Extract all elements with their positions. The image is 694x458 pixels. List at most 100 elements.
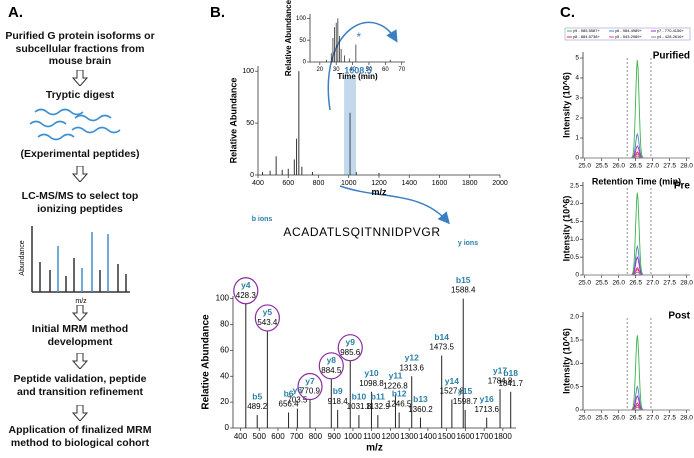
x-tick-label: 27.5 [663, 280, 676, 287]
y-tick-label: 2.0 [570, 200, 579, 207]
mz-label: 1098.8 [359, 379, 384, 388]
xic-trace [583, 271, 690, 276]
mini-xlabel: m/z [75, 298, 87, 305]
panel-label: B. [210, 4, 225, 21]
y-axis-label: Relative Abundance [284, 0, 293, 76]
y-tick-label: 0.5 [570, 383, 579, 390]
x-tick-label: 2000 [492, 180, 508, 187]
x-tick-label: 500 [253, 432, 267, 441]
mz-label: 1841.7 [498, 379, 523, 388]
ion-label: y8 [327, 355, 337, 365]
annotation: 1008.5 [344, 65, 372, 75]
xic-trace [583, 155, 690, 159]
mz-label: 770.9 [300, 387, 321, 396]
x-tick-label: 1400 [419, 432, 437, 441]
x-tick-label: 600 [271, 432, 285, 441]
mz-label: 1360.2 [408, 405, 433, 414]
y-tick-label: 0.5 [570, 254, 579, 261]
mz-label: 428.3 [236, 291, 257, 300]
ion-circle [297, 372, 323, 401]
panel-title: Pre [674, 181, 691, 192]
mz-label: 918.4 [328, 397, 349, 406]
x-tick-label: 800 [309, 432, 323, 441]
y-axis-label: Relative Abundance [228, 78, 238, 164]
y-tick-label: 0 [250, 172, 254, 179]
x-axis-label: m/z [366, 443, 383, 454]
y-tick-label: 1.0 [570, 236, 579, 243]
connector-arrow [327, 21, 398, 111]
ion-label: b13 [413, 394, 428, 404]
ion-label: y7 [305, 376, 315, 386]
ion-label: y10 [364, 368, 378, 378]
y-tick-label: 3 [575, 95, 579, 102]
y-tick-label: 80 [220, 320, 229, 329]
flow-step: Initial MRM method development [31, 323, 129, 348]
legend-label: y8 - 884.5738+ [573, 34, 600, 39]
flow-step: (Experimental peptides) [20, 148, 140, 160]
ion-label: b9 [333, 386, 343, 396]
sequence: ACADATLSQITNNIDPVGR [283, 225, 440, 239]
y-tick-label: 0 [225, 423, 230, 432]
x-tick-label: 800 [313, 180, 325, 187]
ion-label: y14 [445, 376, 459, 386]
peptide-icons [29, 108, 121, 141]
y-tick-label: 0 [575, 272, 579, 279]
x-tick-label: 26.5 [629, 163, 642, 170]
x-tick-label: 28.0 [680, 163, 693, 170]
mz-label: 1246.5 [387, 400, 412, 409]
flow-step: Purified G protein isoforms or subcellul… [5, 30, 155, 67]
mz-label: 1527.8 [440, 387, 465, 396]
x-tick-label: 1200 [382, 432, 400, 441]
panel-label: A. [8, 4, 23, 21]
flow-step: LC-MS/MS to select top ionizing peptides [21, 190, 139, 215]
x-tick-label: 25.5 [595, 415, 608, 422]
mz-label: 1132.9 [366, 402, 390, 411]
ion-label: b18 [503, 368, 518, 378]
y-ions-label: y ions [458, 240, 478, 247]
mz-label: 656.4 [279, 400, 300, 409]
x-tick-label: 26.0 [612, 280, 625, 287]
x-tick-label: 700 [290, 432, 304, 441]
x-tick-label: 60 [382, 67, 389, 73]
x-tick-label: 26.5 [629, 415, 642, 422]
y-axis-label: Intensity (10^6) [561, 328, 571, 394]
x-tick-label: 70 [398, 67, 405, 73]
y-tick-label: 100 [216, 294, 230, 303]
mz-label: 703.5 [287, 396, 308, 405]
panel-title: Post [668, 311, 690, 322]
x-tick-label: 30 [333, 67, 340, 73]
x-tick-label: 27.5 [663, 415, 676, 422]
mz-label: 489.2 [247, 402, 268, 411]
y-tick-label: 1.0 [570, 360, 579, 367]
x-tick-label: 1000 [344, 432, 362, 441]
x-tick-label: 1600 [432, 180, 448, 187]
x-tick-label: 28.0 [680, 415, 693, 422]
x-tick-label: 400 [234, 432, 248, 441]
legend-label: y5 - 543.2989+ [615, 34, 642, 39]
ion-label: b6 [284, 389, 294, 399]
mz-label: 1313.6 [399, 363, 424, 372]
y-tick-label: 2.5 [570, 182, 579, 189]
panel-title: Purified [653, 51, 690, 62]
x-tick-label: 25.5 [595, 280, 608, 287]
ion-label: b15 [456, 275, 471, 285]
y-axis-label: Intensity (10^6) [561, 72, 571, 138]
x-axis-label: Retention Time (min) [592, 176, 681, 186]
x-tick-label: 40 [349, 67, 356, 73]
xic-trace [583, 267, 690, 276]
ion-label: b5 [252, 391, 262, 401]
y-tick-label: 100 [242, 68, 254, 75]
ion-label: b10 [352, 391, 367, 401]
ion-label: y16 [480, 394, 494, 404]
mini-spectrum [31, 226, 130, 293]
y-tick-label: 50 [299, 38, 306, 44]
x-tick-label: 20 [316, 67, 323, 73]
mz-label: 1031.8 [347, 402, 372, 411]
ion-label: y4 [241, 280, 251, 290]
y-tick-label: 0 [575, 155, 579, 162]
y-tick-label: 100 [296, 16, 307, 22]
y-axis-label: Intensity (10^6) [561, 196, 571, 262]
panel-label: C. [560, 4, 575, 21]
ion-label: y5 [263, 307, 273, 317]
